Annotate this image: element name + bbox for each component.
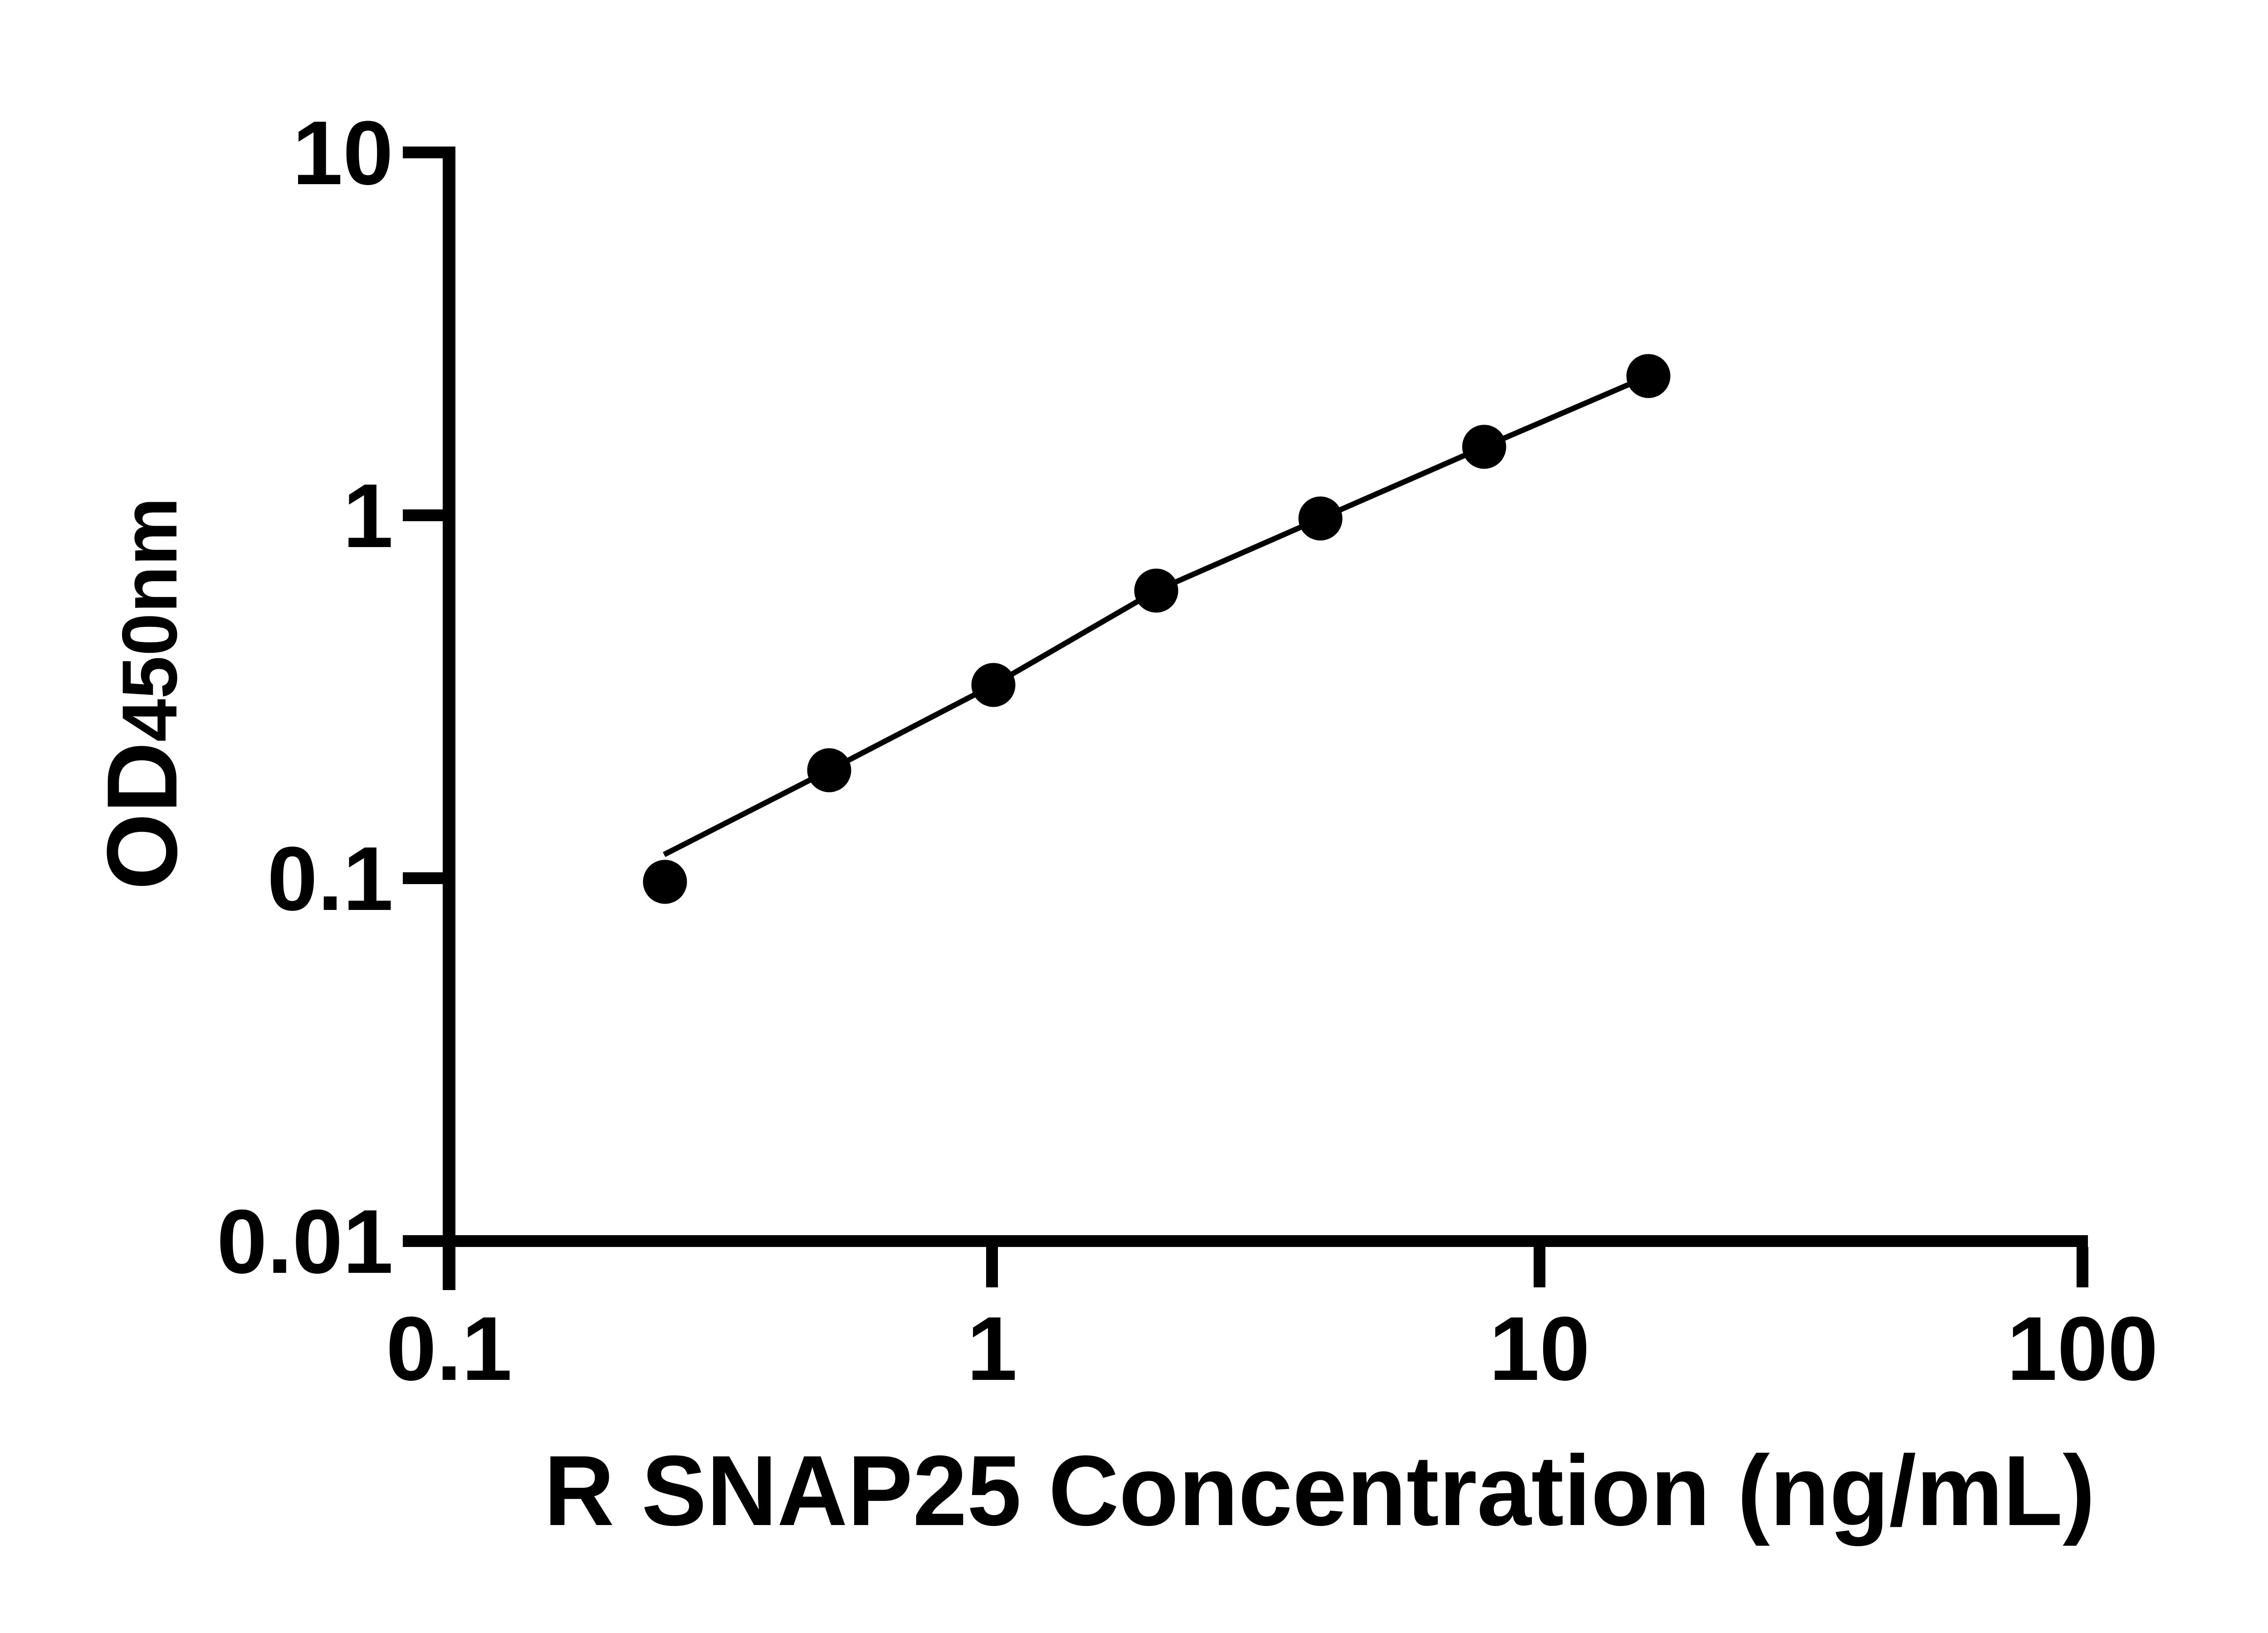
svg-text:0.1: 0.1: [267, 828, 393, 929]
svg-text:1: 1: [967, 1298, 1017, 1399]
svg-text:0.1: 0.1: [386, 1298, 512, 1399]
svg-text:R SNAP25 Concentration (ng/mL): R SNAP25 Concentration (ng/mL): [544, 1435, 2095, 1546]
svg-text:OD450nm: OD450nm: [86, 497, 198, 890]
svg-text:100: 100: [2007, 1298, 2158, 1399]
svg-text:1: 1: [343, 465, 393, 567]
svg-text:10: 10: [293, 103, 393, 204]
svg-text:10: 10: [1489, 1298, 1590, 1399]
svg-text:0.01: 0.01: [217, 1191, 393, 1292]
